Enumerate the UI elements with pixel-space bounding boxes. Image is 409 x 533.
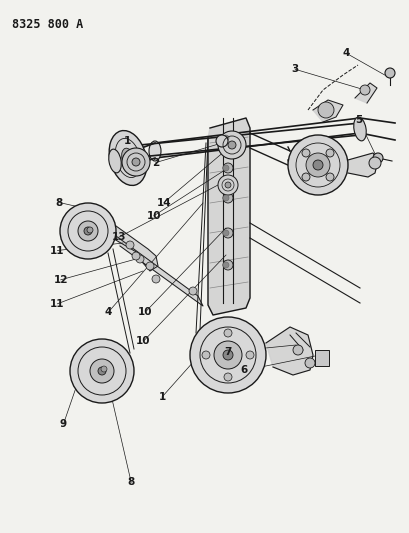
Text: 4: 4 — [105, 307, 112, 317]
Circle shape — [372, 153, 382, 163]
FancyBboxPatch shape — [314, 350, 328, 366]
Circle shape — [222, 260, 232, 270]
Circle shape — [126, 241, 134, 249]
Circle shape — [222, 230, 229, 236]
Circle shape — [301, 173, 309, 181]
Circle shape — [101, 366, 107, 372]
Circle shape — [325, 173, 333, 181]
Ellipse shape — [287, 135, 347, 195]
Ellipse shape — [317, 102, 333, 118]
Circle shape — [152, 275, 160, 283]
Text: 10: 10 — [146, 211, 161, 221]
Text: 11: 11 — [50, 299, 65, 309]
Circle shape — [98, 367, 106, 375]
Circle shape — [202, 351, 209, 359]
Text: 5: 5 — [354, 115, 362, 125]
Ellipse shape — [312, 160, 322, 170]
Circle shape — [222, 133, 232, 143]
Ellipse shape — [189, 317, 265, 393]
Ellipse shape — [227, 141, 236, 149]
Ellipse shape — [213, 341, 241, 369]
Circle shape — [222, 193, 232, 203]
Text: 10: 10 — [136, 336, 151, 346]
Ellipse shape — [109, 131, 146, 185]
Circle shape — [359, 85, 369, 95]
Text: 11: 11 — [50, 246, 65, 255]
Circle shape — [301, 149, 309, 157]
Text: 9: 9 — [60, 419, 67, 429]
Circle shape — [87, 227, 93, 233]
Ellipse shape — [90, 359, 114, 383]
Ellipse shape — [70, 339, 134, 403]
Circle shape — [368, 157, 380, 169]
Circle shape — [132, 252, 139, 260]
Polygon shape — [116, 236, 202, 306]
Polygon shape — [207, 118, 249, 315]
Text: 14: 14 — [156, 198, 171, 207]
Polygon shape — [265, 327, 312, 375]
Ellipse shape — [218, 175, 237, 195]
Circle shape — [245, 351, 254, 359]
Ellipse shape — [78, 221, 98, 241]
Ellipse shape — [353, 117, 365, 141]
Circle shape — [222, 350, 232, 360]
Circle shape — [84, 227, 92, 235]
Circle shape — [225, 182, 230, 188]
Text: 8: 8 — [127, 478, 135, 487]
Ellipse shape — [122, 148, 150, 176]
Circle shape — [216, 135, 227, 147]
Text: 2: 2 — [152, 158, 159, 167]
Circle shape — [222, 165, 229, 171]
Circle shape — [189, 287, 196, 295]
Circle shape — [136, 255, 144, 263]
Ellipse shape — [218, 131, 245, 159]
Circle shape — [384, 68, 394, 78]
Text: 10: 10 — [138, 307, 153, 317]
Ellipse shape — [148, 141, 161, 161]
Text: 7: 7 — [223, 347, 231, 357]
Text: 13: 13 — [111, 232, 126, 242]
Circle shape — [146, 262, 154, 270]
Circle shape — [222, 228, 232, 238]
Circle shape — [222, 262, 229, 268]
Text: 3: 3 — [291, 64, 298, 74]
Ellipse shape — [60, 203, 116, 259]
Text: 1: 1 — [123, 136, 130, 146]
Circle shape — [222, 163, 232, 173]
Text: 6: 6 — [240, 366, 247, 375]
Circle shape — [222, 195, 229, 201]
Text: 12: 12 — [53, 275, 68, 285]
Circle shape — [304, 358, 314, 368]
Polygon shape — [312, 100, 342, 122]
Circle shape — [292, 345, 302, 355]
Polygon shape — [354, 83, 376, 103]
Circle shape — [223, 373, 231, 381]
Ellipse shape — [108, 149, 121, 173]
Circle shape — [223, 329, 231, 337]
Text: 8: 8 — [56, 198, 63, 207]
Polygon shape — [347, 153, 377, 177]
Ellipse shape — [132, 158, 139, 166]
Text: 4: 4 — [342, 49, 349, 58]
Text: 1: 1 — [158, 392, 165, 402]
Circle shape — [325, 149, 333, 157]
Ellipse shape — [305, 153, 329, 177]
Circle shape — [222, 135, 229, 141]
Polygon shape — [114, 226, 157, 271]
Text: 8325 800 A: 8325 800 A — [12, 18, 83, 31]
Ellipse shape — [121, 148, 134, 168]
